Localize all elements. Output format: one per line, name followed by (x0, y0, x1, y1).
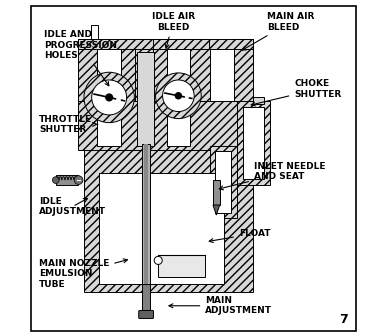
Circle shape (116, 97, 121, 101)
Circle shape (156, 73, 201, 119)
Bar (167, 104, 190, 146)
Circle shape (175, 93, 182, 99)
Bar (77, 39, 97, 101)
Bar (253, 97, 264, 104)
Bar (84, 150, 253, 292)
Text: 7: 7 (339, 313, 348, 326)
Bar (213, 180, 220, 205)
Circle shape (92, 80, 127, 115)
Text: THROTTLE
SHUTTER: THROTTLE SHUTTER (39, 115, 98, 134)
Text: FLOAT: FLOAT (209, 229, 271, 243)
Bar (158, 255, 205, 277)
Bar (167, 49, 190, 101)
Text: IDLE AIR
BLEED: IDLE AIR BLEED (152, 12, 195, 48)
Bar (56, 175, 77, 185)
Text: MAIN
ADJUSTMENT: MAIN ADJUSTMENT (169, 296, 272, 316)
Bar (99, 173, 224, 284)
Text: IDLE
ADJUSTMENT: IDLE ADJUSTMENT (39, 197, 106, 216)
Text: CHOKE
SHUTTER: CHOKE SHUTTER (251, 79, 342, 106)
Bar (121, 39, 135, 101)
Bar (137, 52, 154, 146)
Bar (142, 144, 150, 284)
Text: MAIN NOZZLE
EMULSION
TUBE: MAIN NOZZLE EMULSION TUBE (39, 259, 127, 289)
Bar (144, 144, 148, 284)
FancyBboxPatch shape (139, 310, 154, 319)
Bar (243, 107, 264, 179)
Circle shape (106, 94, 113, 101)
Bar (236, 101, 270, 185)
Bar (153, 39, 167, 101)
Circle shape (84, 72, 134, 123)
Bar (190, 39, 210, 101)
Text: INLET NEEDLE
AND SEAT: INLET NEEDLE AND SEAT (219, 162, 325, 190)
Bar (97, 49, 121, 101)
Circle shape (52, 177, 59, 183)
Bar (77, 101, 253, 150)
Bar (153, 39, 209, 49)
Bar (77, 39, 253, 49)
Text: IDLE AND
PROGRESSION
HOLES: IDLE AND PROGRESSION HOLES (44, 31, 117, 86)
Bar (234, 39, 253, 101)
Bar (97, 104, 121, 146)
Bar (215, 151, 231, 213)
Circle shape (154, 256, 162, 264)
Text: MAIN AIR
BLEED: MAIN AIR BLEED (242, 12, 315, 50)
Circle shape (163, 80, 194, 112)
Circle shape (74, 176, 83, 184)
Bar (142, 284, 150, 312)
Bar (210, 146, 236, 218)
Circle shape (185, 96, 188, 99)
Polygon shape (213, 205, 220, 215)
Bar (91, 25, 98, 39)
Bar (135, 39, 153, 101)
